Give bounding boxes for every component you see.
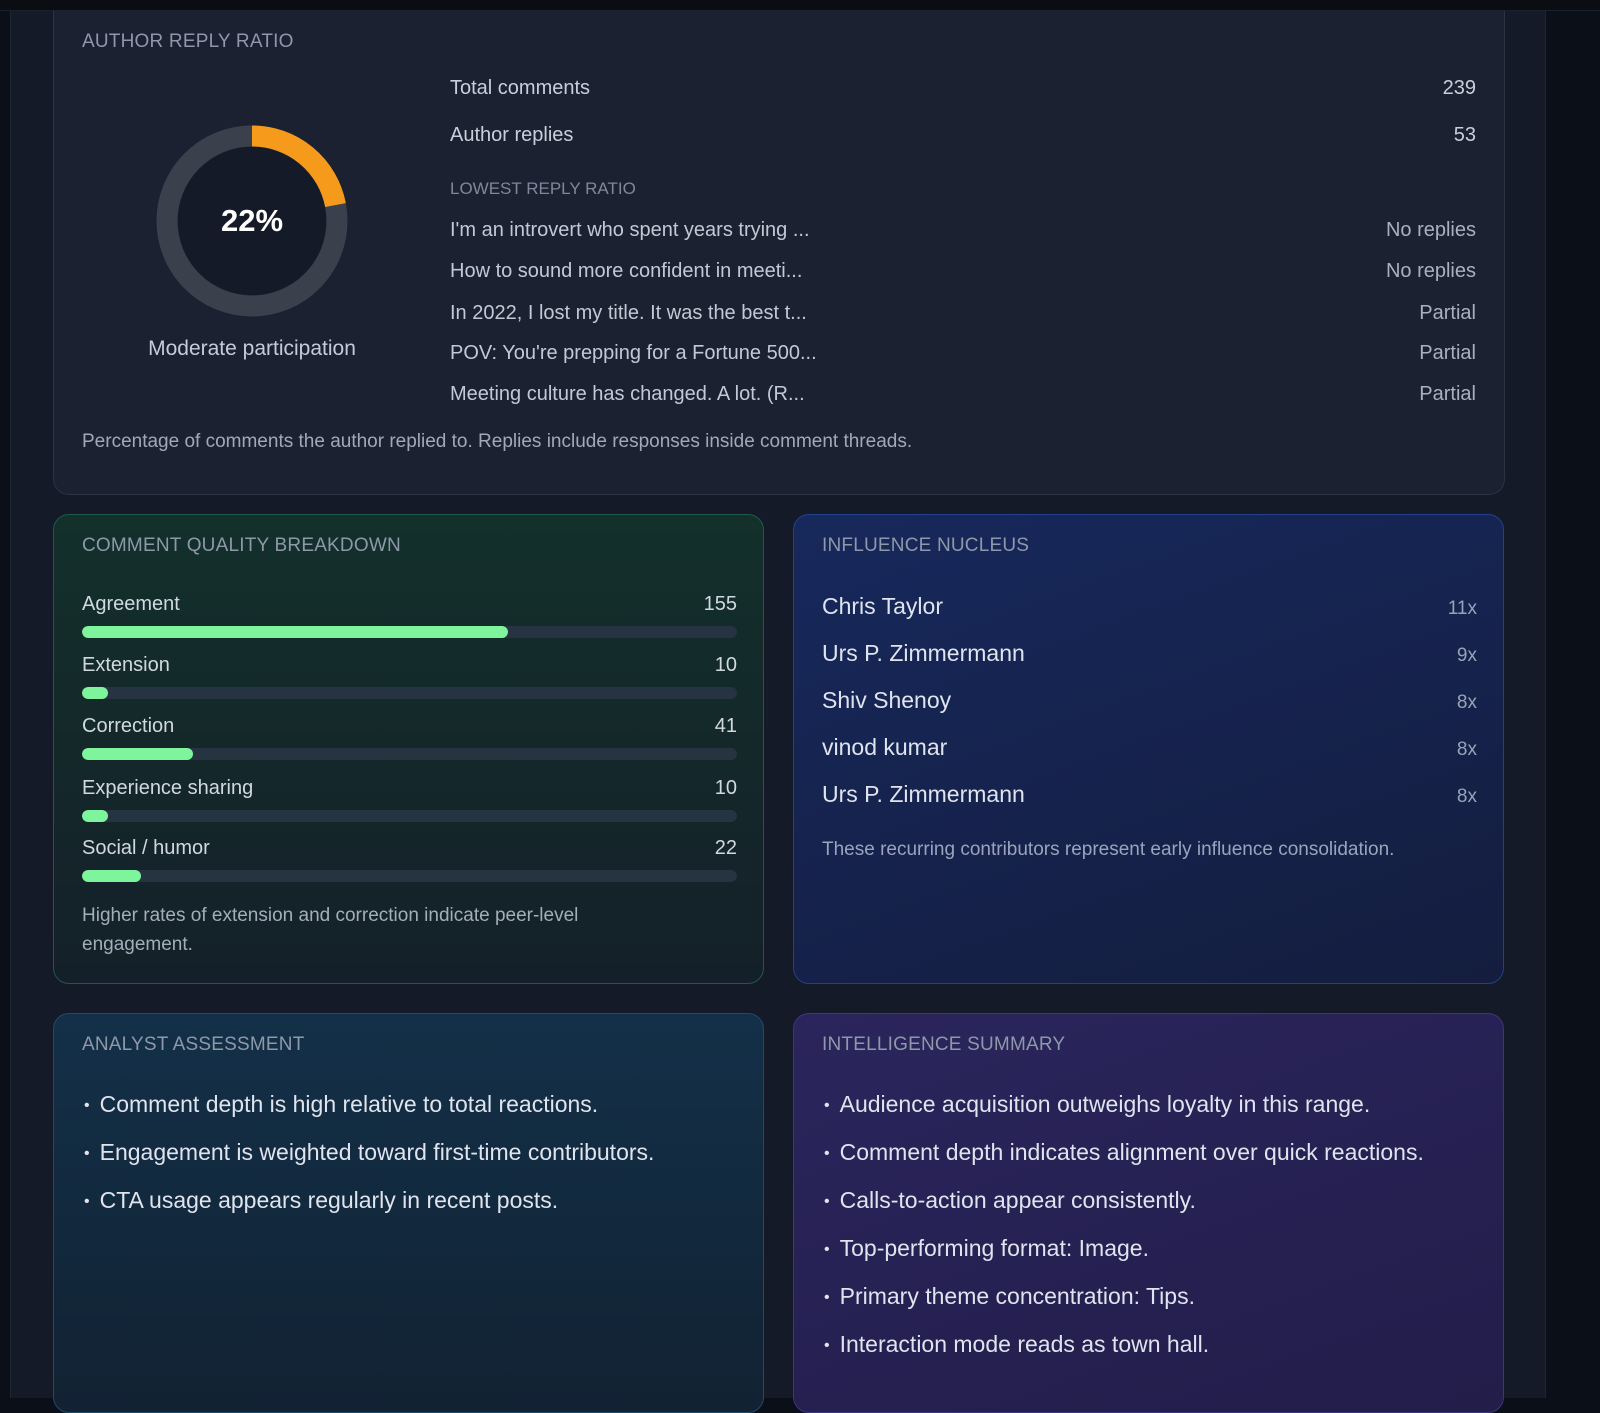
total-comments-row: Total comments 239 (450, 77, 1476, 100)
summary-item: Top-performing format: Image. (824, 1232, 1424, 1280)
card-title: COMMENT QUALITY BREAKDOWN (82, 535, 401, 556)
lowest-post-row[interactable]: I'm an introvert who spent years trying … (450, 219, 1476, 242)
quality-label: Agreement (82, 593, 180, 615)
contributor-count: 8x (1456, 692, 1477, 713)
contributor-name: Chris Taylor (822, 593, 943, 619)
contributor-row[interactable]: vinod kumar 8x (822, 734, 1477, 761)
quality-note: Higher rates of extension and correction… (82, 905, 579, 955)
author-replies-row: Author replies 53 (450, 124, 1476, 147)
summary-item: Comment depth indicates alignment over q… (824, 1136, 1424, 1184)
quality-value: 41 (714, 715, 737, 737)
post-title: Meeting culture has changed. A lot. (R..… (450, 383, 805, 405)
contributor-row[interactable]: Urs P. Zimmermann 9x (822, 640, 1477, 667)
summary-item: Interaction mode reads as town hall. (824, 1328, 1424, 1376)
contributor-count: 8x (1456, 786, 1477, 807)
quality-bar-fill (82, 870, 141, 882)
quality-bar-fill (82, 748, 194, 760)
card-title: ANALYST ASSESSMENT (82, 1034, 305, 1055)
post-title: POV: You're prepping for a Fortune 500..… (450, 342, 817, 364)
comment-quality-card: COMMENT QUALITY BREAKDOWN Agreement 155 E… (53, 514, 764, 984)
dashboard-panel: AUTHOR REPLY RATIO 22% Moderate particip… (10, 11, 1546, 1413)
summary-list: Audience acquisition outweighs loyalty i… (824, 1088, 1424, 1376)
lowest-post-row[interactable]: In 2022, I lost my title. It was the bes… (450, 302, 1476, 325)
contributor-name: Urs P. Zimmermann (822, 781, 1025, 807)
reply-status: Partial (1419, 302, 1476, 324)
contributor-name: Urs P. Zimmermann (822, 640, 1025, 666)
summary-item: Audience acquisition outweighs loyalty i… (824, 1088, 1424, 1136)
reply-ratio-donut (156, 125, 348, 317)
contributor-name: Shiv Shenoy (822, 687, 952, 713)
window-top-bar (0, 0, 1600, 11)
quality-item-correction: Correction 41 (82, 715, 737, 760)
influence-nucleus-card: INFLUENCE NUCLEUS Chris Taylor 11x Urs P… (793, 514, 1504, 984)
total-comments-value: 239 (1442, 77, 1476, 99)
assessment-item: Comment depth is high relative to total … (84, 1088, 654, 1136)
reply-status: No replies (1385, 219, 1476, 241)
quality-item-experience-sharing: Experience sharing 10 (82, 777, 737, 822)
post-title: In 2022, I lost my title. It was the bes… (450, 302, 807, 324)
participation-caption: Moderate participation (148, 337, 356, 360)
quality-label: Extension (82, 654, 170, 676)
lowest-post-row[interactable]: POV: You're prepping for a Fortune 500..… (450, 342, 1476, 365)
total-comments-label: Total comments (450, 77, 591, 99)
analyst-assessment-card: ANALYST ASSESSMENT Comment depth is high… (53, 1013, 764, 1413)
quality-bar-fill (82, 810, 109, 822)
quality-bar-track (82, 687, 737, 699)
quality-bar-track (82, 748, 737, 760)
quality-value: 10 (714, 654, 737, 676)
assessment-item: Engagement is weighted toward first-time… (84, 1136, 655, 1184)
summary-item: Calls-to-action appear consistently. (824, 1184, 1424, 1232)
assessment-list: Comment depth is high relative to total … (84, 1088, 655, 1232)
reply-ratio-note: Percentage of comments the author replie… (82, 431, 913, 452)
donut-center (178, 147, 326, 295)
reply-status: Partial (1419, 342, 1476, 364)
card-title: INTELLIGENCE SUMMARY (822, 1034, 1066, 1055)
intelligence-summary-card: INTELLIGENCE SUMMARY Audience acquisitio… (793, 1013, 1504, 1413)
quality-value: 155 (703, 593, 737, 615)
quality-bar-fill (82, 626, 508, 638)
reply-status: Partial (1419, 383, 1476, 405)
contributor-row[interactable]: Chris Taylor 11x (822, 593, 1477, 620)
quality-label: Social / humor (82, 837, 210, 859)
summary-item: Primary theme concentration: Tips. (824, 1280, 1424, 1328)
author-replies-value: 53 (1453, 124, 1476, 146)
influence-note: These recurring contributors represent e… (822, 839, 1395, 860)
card-title: INFLUENCE NUCLEUS (822, 535, 1030, 556)
lowest-reply-ratio-title: LOWEST REPLY RATIO (450, 179, 636, 198)
quality-bar-track (82, 626, 737, 638)
contributor-count: 9x (1456, 645, 1477, 666)
quality-bar-fill (82, 687, 109, 699)
quality-value: 10 (714, 777, 737, 799)
contributor-row[interactable]: Shiv Shenoy 8x (822, 687, 1477, 714)
reply-ratio-percent: 22% (220, 203, 284, 238)
quality-label: Correction (82, 715, 175, 737)
quality-label: Experience sharing (82, 777, 254, 799)
contributor-count: 11x (1447, 598, 1477, 619)
contributor-row[interactable]: Urs P. Zimmermann 8x (822, 781, 1477, 808)
assessment-item: CTA usage appears regularly in recent po… (84, 1184, 654, 1232)
author-reply-ratio-card: AUTHOR REPLY RATIO 22% Moderate particip… (53, 11, 1505, 495)
quality-item-agreement: Agreement 155 (82, 593, 737, 638)
donut-progress-arc (251, 125, 346, 208)
author-replies-label: Author replies (450, 124, 574, 146)
quality-item-social-humor: Social / humor 22 (82, 837, 737, 882)
lowest-post-row[interactable]: How to sound more confident in meeti... … (450, 260, 1476, 283)
reply-status: No replies (1385, 260, 1476, 282)
post-title: How to sound more confident in meeti... (450, 260, 803, 282)
card-title: AUTHOR REPLY RATIO (82, 31, 294, 52)
quality-bar-track (82, 870, 737, 882)
lowest-post-row[interactable]: Meeting culture has changed. A lot. (R..… (450, 383, 1476, 406)
contributor-name: vinod kumar (822, 734, 948, 760)
quality-value: 22 (714, 837, 737, 859)
post-title: I'm an introvert who spent years trying … (450, 219, 810, 241)
quality-item-extension: Extension 10 (82, 654, 737, 699)
quality-bar-track (82, 810, 737, 822)
contributor-count: 8x (1456, 739, 1477, 760)
